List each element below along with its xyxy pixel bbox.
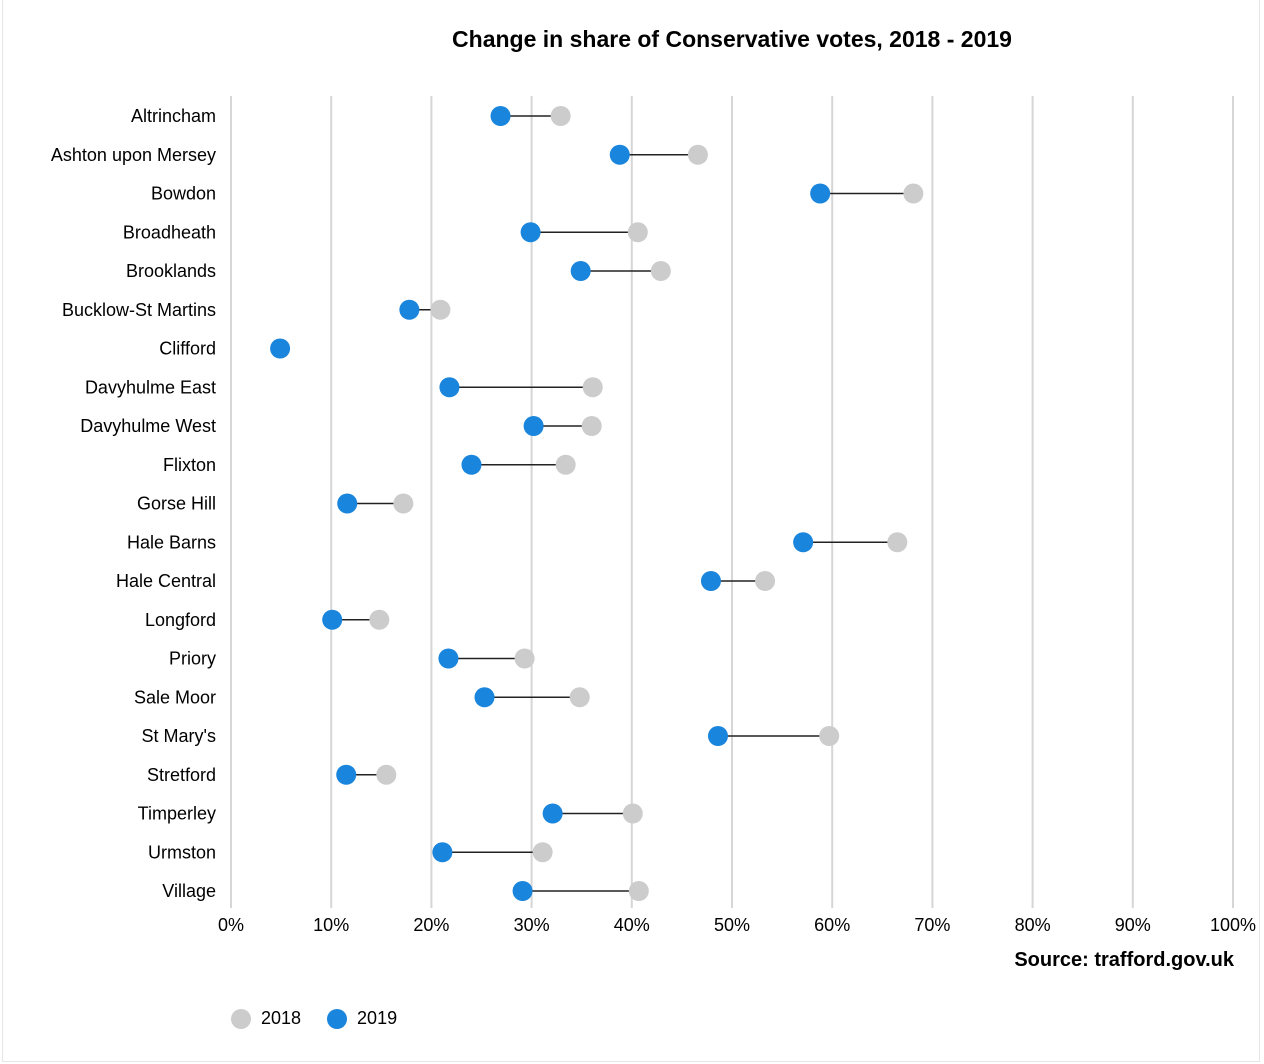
category-label: St Mary's xyxy=(142,726,216,746)
point-2019 xyxy=(439,377,460,398)
legend-item-2018[interactable]: 2018 xyxy=(231,1008,301,1029)
legend-swatch-2018 xyxy=(231,1008,251,1029)
category-label: Bowdon xyxy=(151,184,216,204)
point-2019 xyxy=(542,803,563,824)
point-2019 xyxy=(474,687,495,708)
point-2018 xyxy=(887,532,908,553)
legend-item-2019[interactable]: 2019 xyxy=(327,1008,397,1029)
category-label: Urmston xyxy=(148,842,216,862)
point-2019 xyxy=(520,222,541,243)
point-2018 xyxy=(650,261,671,281)
point-2018 xyxy=(514,648,535,669)
legend: 2018 2019 xyxy=(231,1008,423,1029)
x-tick-label: 100% xyxy=(1210,915,1256,935)
point-2018 xyxy=(755,571,776,591)
category-label: Altrincham xyxy=(131,106,216,126)
legend-swatch-2019 xyxy=(327,1008,348,1029)
point-2018 xyxy=(582,377,603,398)
category-label: Longford xyxy=(145,610,216,630)
point-2019 xyxy=(322,609,343,630)
point-2018 xyxy=(555,454,576,475)
point-2018 xyxy=(569,687,590,708)
point-2018 xyxy=(430,299,451,320)
point-2019 xyxy=(512,881,533,901)
point-2019 xyxy=(700,571,721,591)
point-2018 xyxy=(628,881,649,901)
point-2018 xyxy=(376,764,397,785)
point-2019 xyxy=(337,493,358,514)
category-label: Flixton xyxy=(163,455,216,475)
x-tick-label: 20% xyxy=(413,915,449,935)
category-label: Davyhulme West xyxy=(80,416,216,436)
point-2019 xyxy=(707,726,728,746)
point-2019 xyxy=(490,106,511,126)
category-label: Village xyxy=(162,881,216,901)
category-label: Broadheath xyxy=(123,222,216,242)
chart-title: Change in share of Conservative votes, 2… xyxy=(452,26,1012,52)
point-2018 xyxy=(532,842,553,863)
category-label: Bucklow-St Martins xyxy=(62,300,216,320)
point-2019 xyxy=(438,648,459,669)
category-label: Hale Barns xyxy=(127,532,216,552)
x-tick-label: 0% xyxy=(218,915,244,935)
x-tick-label: 80% xyxy=(1015,915,1051,935)
category-label: Clifford xyxy=(159,339,216,359)
point-2019 xyxy=(523,416,544,436)
point-2018 xyxy=(550,106,571,126)
point-2018 xyxy=(393,493,414,514)
category-label: Timperley xyxy=(138,804,216,824)
x-tick-label: 70% xyxy=(914,915,950,935)
x-tick-label: 40% xyxy=(614,915,650,935)
point-2018 xyxy=(581,416,602,436)
point-2018 xyxy=(627,222,648,243)
category-label: Hale Central xyxy=(116,571,216,591)
point-2019 xyxy=(432,842,453,863)
point-2019 xyxy=(793,532,814,553)
x-tick-label: 10% xyxy=(313,915,349,935)
x-tick-label: 30% xyxy=(514,915,550,935)
plot-area: 0% 10% 20% 30% 40% 50% 60% 70% 80% 90% 100% Altrinc… xyxy=(51,96,1256,935)
point-2018 xyxy=(903,183,924,204)
category-label: Sale Moor xyxy=(134,687,216,707)
point-2019 xyxy=(810,183,831,204)
legend-label-2019: 2019 xyxy=(357,1008,398,1028)
legend-label-2018: 2018 xyxy=(261,1008,302,1028)
point-2019 xyxy=(399,299,420,320)
point-2018 xyxy=(819,726,840,746)
category-label: Davyhulme East xyxy=(85,377,216,397)
category-label: Brooklands xyxy=(126,261,216,281)
point-2018 xyxy=(687,144,708,165)
category-label: Priory xyxy=(169,649,216,669)
x-tick-label: 60% xyxy=(814,915,850,935)
category-label: Stretford xyxy=(147,765,216,785)
point-2019 xyxy=(570,261,591,281)
point-2019 xyxy=(336,764,357,785)
point-2019 xyxy=(461,454,482,475)
point-2019 xyxy=(270,338,291,359)
point-2019 xyxy=(609,144,630,165)
point-2018 xyxy=(622,803,643,824)
category-label: Ashton upon Mersey xyxy=(51,145,216,165)
source-note: Source: trafford.gov.uk xyxy=(1014,949,1234,971)
x-tick-label: 50% xyxy=(714,915,750,935)
point-2018 xyxy=(369,609,390,630)
x-tick-label: 90% xyxy=(1115,915,1151,935)
category-label: Gorse Hill xyxy=(137,494,216,514)
